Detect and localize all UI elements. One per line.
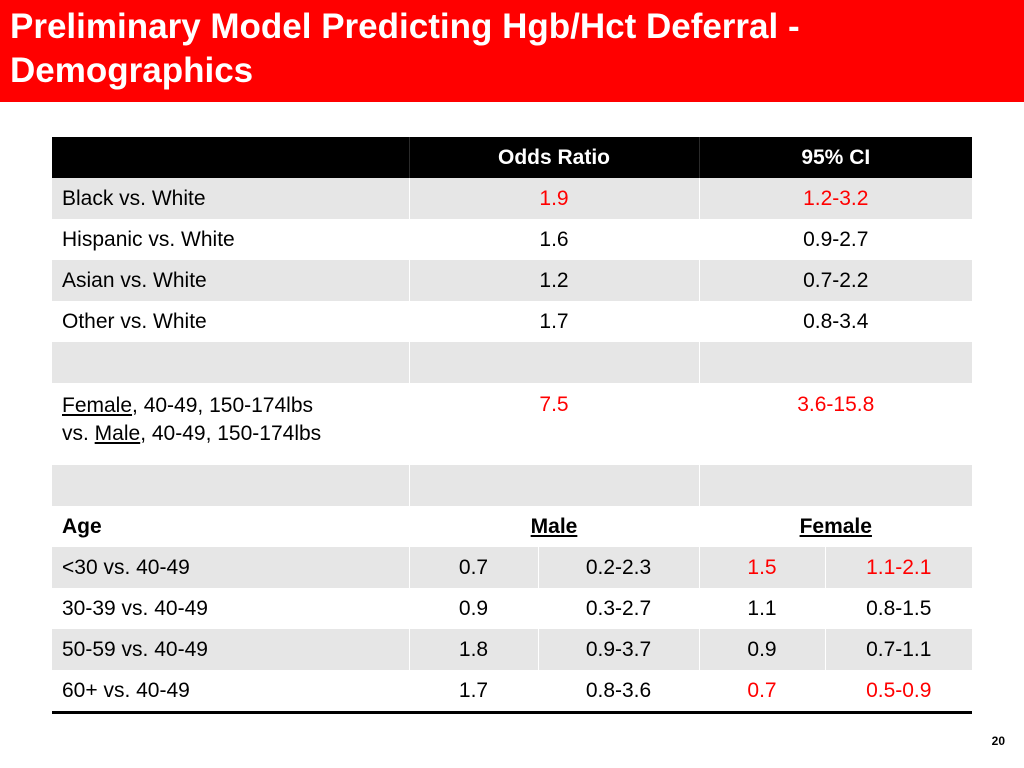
header-odds-ratio: Odds Ratio: [409, 137, 700, 178]
sex-line1-rest: , 40-49, 150-174lbs: [132, 394, 313, 417]
table-row-spacer: [52, 342, 973, 383]
table-row-spacer: [52, 465, 973, 506]
female-odds-ratio: 0.7: [699, 670, 826, 714]
row-label: Asian vs. White: [52, 260, 410, 301]
row-label: 50-59 vs. 40-49: [52, 629, 410, 670]
table-row-age-30-39: 30-39 vs. 40-49 0.9 0.3-2.7 1.1 0.8-1.5: [52, 588, 973, 629]
female-ci: 0.7-1.1: [866, 637, 932, 661]
male-odds-ratio: 1.8: [409, 629, 539, 670]
male-odds-ratio: 0.9: [409, 588, 539, 629]
ci-value: 0.8-3.4: [803, 309, 869, 333]
male-ci: 0.8-3.6: [538, 670, 700, 714]
age-header-male: Male: [409, 506, 700, 547]
age-header-label: Age: [52, 506, 410, 547]
table-row-age-60plus: 60+ vs. 40-49 1.7 0.8-3.6 0.7 0.5-0.9: [52, 670, 973, 714]
male-ci: 0.2-2.3: [538, 547, 700, 588]
table-row-race-other: Other vs. White 1.7 0.8-3.4: [52, 301, 973, 342]
row-label: Other vs. White: [52, 301, 410, 342]
ci-value: 0.9-2.7: [803, 227, 869, 251]
odds-ratio-value: 1.9: [409, 178, 700, 219]
odds-ratio-value: 7.5: [409, 383, 700, 465]
title-bar: Preliminary Model Predicting Hgb/Hct Def…: [0, 0, 1024, 102]
odds-ratio-value: 1.7: [409, 301, 700, 342]
table-header-row: Odds Ratio 95% CI: [52, 137, 973, 178]
spacer-cell: [409, 342, 700, 383]
male-ci: 0.3-2.7: [538, 588, 700, 629]
row-label: Black vs. White: [52, 178, 410, 219]
odds-ratio-table: Odds Ratio 95% CI Black vs. White 1.9 1.…: [52, 137, 973, 714]
ci-value: 3.6-15.8: [797, 393, 875, 416]
spacer-cell: [409, 465, 700, 506]
spacer-cell: [52, 342, 410, 383]
table-row-age-under30: <30 vs. 40-49 0.7 0.2-2.3 1.5 1.1-2.1: [52, 547, 973, 588]
row-label: Hispanic vs. White: [52, 219, 410, 260]
table-row-race-asian: Asian vs. White 1.2 0.7-2.2: [52, 260, 973, 301]
slide-title: Preliminary Model Predicting Hgb/Hct Def…: [10, 5, 1024, 93]
page-number: 20: [991, 734, 1005, 748]
spacer-cell: [52, 465, 410, 506]
female-odds-ratio: 1.5: [699, 547, 826, 588]
female-ci: 1.1-2.1: [866, 555, 932, 579]
header-ci: 95% CI: [801, 145, 871, 169]
female-ci: 0.5-0.9: [825, 670, 973, 714]
female-ci: 0.8-1.5: [866, 596, 932, 620]
slide-title-line1: Preliminary Model Predicting Hgb/Hct Def…: [10, 7, 800, 46]
odds-ratio-table-container: Odds Ratio 95% CI Black vs. White 1.9 1.…: [52, 137, 973, 714]
odds-ratio-value: 1.2: [409, 260, 700, 301]
slide-title-line2: Demographics: [10, 51, 254, 90]
table-row-age-50-59: 50-59 vs. 40-49 1.8 0.9-3.7 0.9 0.7-1.1: [52, 629, 973, 670]
female-odds-ratio: 0.9: [699, 629, 826, 670]
female-odds-ratio: 1.1: [699, 588, 826, 629]
table-row-sex-comparison: Female, 40-49, 150-174lbs vs. Male, 40-4…: [52, 383, 973, 465]
table-row-age-header: Age Male Female: [52, 506, 973, 547]
age-header-female: Female: [799, 514, 872, 538]
odds-ratio-value: 1.6: [409, 219, 700, 260]
male-odds-ratio: 0.7: [409, 547, 539, 588]
header-label-cell: [52, 137, 410, 178]
sex-line2-prefix: vs.: [62, 422, 95, 445]
spacer-cell: [699, 465, 972, 506]
male-odds-ratio: 1.7: [409, 670, 539, 714]
row-label: 30-39 vs. 40-49: [52, 588, 410, 629]
sex-line2-rest: , 40-49, 150-174lbs: [140, 422, 322, 445]
spacer-cell: [699, 342, 972, 383]
row-label: 60+ vs. 40-49: [52, 670, 410, 714]
male-underlined: Male: [94, 422, 141, 445]
row-label: <30 vs. 40-49: [52, 547, 410, 588]
female-underlined: Female: [62, 394, 133, 417]
ci-value: 0.7-2.2: [803, 268, 869, 292]
male-ci: 0.9-3.7: [538, 629, 700, 670]
table-row-race-black: Black vs. White 1.9 1.2-3.2: [52, 178, 973, 219]
table-row-race-hispanic: Hispanic vs. White 1.6 0.9-2.7: [52, 219, 973, 260]
row-label-sex-comparison: Female, 40-49, 150-174lbs vs. Male, 40-4…: [52, 383, 410, 465]
ci-value: 1.2-3.2: [803, 186, 869, 210]
